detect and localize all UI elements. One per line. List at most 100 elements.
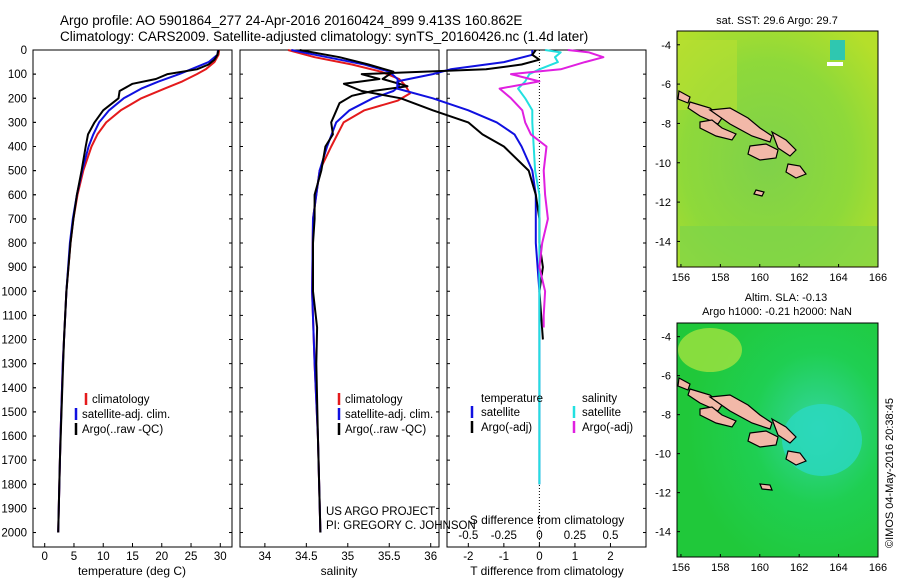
temperature-legend: climatology satellite-adj. clim. Argo(..… (74, 393, 170, 436)
map-x-tick-label: 166 (869, 562, 887, 574)
x-tick-label: 20 (155, 551, 168, 563)
x-tick-label: -1 (499, 551, 509, 563)
depth-tick-label: 1500 (1, 407, 27, 419)
x-tick-label: 25 (185, 551, 198, 563)
legend-label-satellite: satellite-adj. clim. (345, 409, 433, 421)
difference-legend-salinity: salinity satellite Argo(-adj) (572, 393, 633, 434)
sst-map-frame (676, 30, 879, 268)
legend-label-temp-argo: Argo(-adj) (481, 422, 532, 434)
x-tick-label: 36 (424, 551, 437, 563)
sla-high-patch (678, 328, 742, 372)
map-x-tick-label: 158 (711, 272, 729, 284)
sla-islands (677, 377, 807, 491)
legend-label-sal-argo: Argo(-adj) (582, 422, 633, 434)
project-name: US ARGO PROJECT (326, 506, 435, 518)
map-y-tick-label: -4 (661, 332, 671, 344)
depth-tick-label: 400 (8, 142, 27, 154)
difference-legend-temperature: temperature satellite Argo(-adj) (470, 393, 543, 434)
map-x-tick-label: 156 (672, 272, 690, 284)
map-y-tick-label: -10 (655, 449, 671, 461)
depth-tick-label: 900 (8, 262, 27, 274)
depth-tick-label: 500 (8, 166, 27, 178)
depth-tick-label: 1900 (1, 503, 27, 515)
series-line-argo-raw-qc- (299, 49, 409, 533)
sst-cold-patch (830, 40, 845, 60)
map-x-tick-label: 160 (751, 272, 769, 284)
legend-title-salinity: salinity (582, 393, 617, 405)
map-x-tick-label: 164 (829, 562, 847, 574)
imos-credit: ©IMOS 04-May-2016 20:38:45 (884, 398, 896, 548)
t-difference-xlabel: T difference from climatology (470, 564, 624, 578)
series-line-climatology (287, 49, 411, 533)
legend-label-temp-satellite: satellite (481, 407, 520, 419)
sla-map-title-2: Argo h1000: -0.21 h2000: NaN (702, 306, 852, 318)
salinity-panel-frame (239, 49, 440, 548)
series-line-satellite-adj-clim- (57, 49, 219, 533)
temperature-profile-plot: 0 5 10 15 20 25 30 (33, 49, 232, 563)
map-y-tick-label: -12 (655, 488, 671, 500)
x-tick-label: 34.5 (295, 551, 317, 563)
depth-tick-label: 1300 (1, 359, 27, 371)
depth-tick-label: 1600 (1, 431, 27, 443)
sst-south-field (680, 226, 878, 266)
depth-tick-label: 1100 (2, 310, 27, 322)
depth-tick-label: 0 (21, 45, 27, 57)
map-x-tick-label: 164 (829, 272, 847, 284)
legend-label-argo: Argo(..raw -QC) (82, 424, 163, 436)
sst-map-ticks: 156 158 160 162 164 166 -4 -6 -8 -10 -12 -14 (655, 40, 887, 284)
depth-tick-label: 600 (8, 190, 27, 202)
map-y-tick-label: -12 (655, 197, 671, 209)
depth-tick-label: 1700 (1, 455, 27, 467)
x-tick-label: 10 (97, 551, 110, 563)
legend-label-climatology: climatology (345, 394, 403, 406)
x-tick-label: 5 (71, 551, 77, 563)
x-tick-label: 15 (126, 551, 139, 563)
depth-tick-label: 1200 (1, 335, 27, 347)
sla-map-title-1: Altim. SLA: -0.13 (745, 292, 828, 304)
x-tick-label: 30 (214, 551, 227, 563)
sst-map (676, 30, 879, 268)
legend-label-climatology: climatology (92, 394, 150, 406)
series-line-satellite-adj-clim- (291, 49, 401, 533)
x-tick-label: 0 (42, 551, 48, 563)
legend-label-argo: Argo(..raw -QC) (345, 424, 426, 436)
x-tick-label: 1 (572, 551, 578, 563)
depth-axis: 0 100 200 300 400 500 600 700 800 900 1000 1100 1200… (1, 45, 36, 540)
project-pi: PI: GREGORY C. JOHNSON (326, 520, 476, 532)
x-tick-label: 35.5 (378, 551, 400, 563)
header-line-2: Climatology: CARS2009. Satellite-adjuste… (60, 29, 588, 44)
map-x-tick-label: 162 (790, 562, 808, 574)
sla-map (676, 322, 879, 558)
map-x-tick-label: 158 (711, 562, 729, 574)
depth-tick-label: 1400 (1, 383, 27, 395)
temperature-xlabel: temperature (deg C) (78, 564, 186, 578)
legend-label-satellite: satellite-adj. clim. (82, 409, 170, 421)
depth-tick-label: 700 (8, 214, 27, 226)
depth-tick-label: 1000 (1, 286, 27, 298)
salinity-xlabel: salinity (321, 564, 358, 578)
depth-tick-label: 200 (8, 93, 27, 105)
map-x-tick-label: 166 (869, 272, 887, 284)
map-y-tick-label: -10 (655, 158, 671, 170)
series-line-salinity-satellite (517, 49, 562, 485)
series-line-salinity-argo-adj- (498, 49, 605, 328)
map-y-tick-label: -8 (661, 118, 671, 130)
temperature-panel-frame (32, 49, 233, 548)
map-y-tick-label: -6 (661, 79, 671, 91)
sla-map-ticks: 156 158 160 162 164 166 -4 -6 -8 -10 -12 -14 (655, 332, 887, 574)
map-x-tick-label: 156 (672, 562, 690, 574)
salinity-legend: climatology satellite-adj. clim. Argo(..… (337, 393, 433, 436)
s-diff-tick-label: -0.5 (458, 530, 478, 542)
series-line-argo-raw-qc- (57, 49, 220, 533)
s-diff-tick-label: 0.25 (564, 530, 586, 542)
sla-low-patch (782, 404, 862, 476)
map-y-tick-label: -4 (661, 40, 671, 52)
depth-tick-label: 800 (8, 238, 27, 250)
series-line-temperature-argo-adj- (342, 49, 544, 340)
s-diff-tick-label: -0.25 (491, 530, 517, 542)
sst-map-title: sat. SST: 29.6 Argo: 29.7 (716, 15, 838, 27)
map-y-tick-label: -14 (655, 527, 671, 539)
salinity-profile-plot: 34 34.5 35 35.5 36 (240, 49, 439, 563)
